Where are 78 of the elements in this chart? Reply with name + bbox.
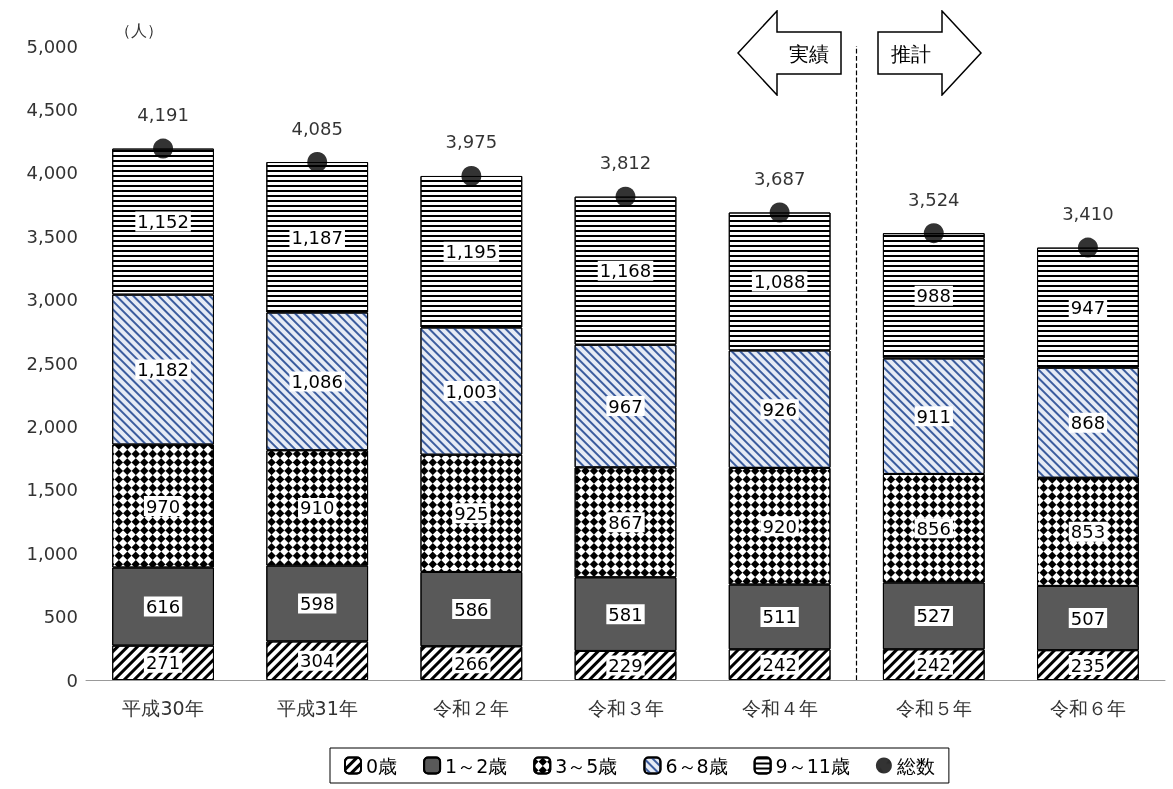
data-label: 586	[454, 598, 489, 620]
data-label: 988	[916, 285, 951, 307]
point	[1077, 237, 1098, 258]
x-tick-label: 平成30年	[122, 696, 204, 719]
data-label: 967	[608, 395, 643, 417]
point	[307, 152, 328, 173]
y-tick-label: 1,000	[26, 542, 78, 564]
x-tick-label: 平成31年	[276, 696, 358, 719]
data-label: 598	[300, 593, 335, 615]
data-label: 1,168	[599, 260, 652, 282]
data-label: 1,003	[445, 380, 498, 402]
y-tick-label: 2,000	[26, 415, 78, 437]
data-label: 3,410	[1062, 203, 1114, 225]
data-label: 507	[1070, 607, 1106, 629]
data-label: 3,687	[753, 167, 806, 189]
left-arrow-icon: 実績	[736, 10, 843, 96]
legend-label: 9～11歳	[775, 754, 850, 777]
data-label: 1,088	[753, 270, 806, 292]
data-label: 856	[916, 517, 951, 539]
data-label: 867	[608, 511, 643, 533]
data-label: 229	[608, 654, 643, 676]
data-label: 910	[300, 497, 335, 519]
right-arrow-icon: 推計	[876, 10, 983, 96]
y-tick-label: 4,500	[26, 98, 78, 120]
data-label: 926	[762, 398, 797, 420]
data-label: 947	[1070, 297, 1106, 319]
data-label: 911	[916, 405, 951, 427]
data-label: 1,195	[445, 241, 498, 263]
data-label: 304	[300, 650, 335, 672]
data-label: 242	[762, 654, 797, 676]
legend-label: 1～2歳	[445, 754, 508, 777]
legend-label: 0歳	[366, 754, 398, 777]
y-tick-label: 2,500	[26, 352, 78, 374]
y-tick-label: 5,000	[26, 35, 78, 57]
data-label: 1,152	[137, 211, 189, 233]
data-label: 616	[145, 596, 181, 618]
data-label: 266	[454, 652, 489, 674]
data-label: 581	[608, 603, 643, 625]
point	[461, 165, 482, 186]
legend-label: 6～8歳	[665, 754, 728, 777]
data-label: 4,085	[291, 117, 343, 139]
data-label: 3,975	[445, 131, 498, 153]
data-label: 511	[762, 606, 797, 628]
point	[615, 186, 636, 207]
data-label: 242	[916, 654, 951, 676]
x-tick-label: 令和６年	[1049, 696, 1126, 719]
x-tick-label: 令和５年	[895, 696, 972, 719]
y-tick-label: 1,500	[26, 479, 78, 501]
data-label: 235	[1070, 654, 1106, 676]
data-label: 271	[145, 652, 181, 674]
data-label: 925	[454, 502, 489, 524]
legend-label: 総数	[895, 754, 935, 777]
x-tick-label: 令和４年	[741, 696, 818, 719]
annotation: 推計	[890, 42, 931, 66]
data-label: 4,191	[137, 104, 189, 126]
point	[153, 138, 174, 159]
x-tick-label: 令和３年	[587, 696, 664, 719]
legend-label: 3～5歳	[555, 754, 618, 777]
y-tick-label: 3,000	[26, 289, 78, 311]
y-tick-label: 500	[43, 606, 78, 628]
x-tick-label: 令和２年	[433, 696, 510, 719]
data-label: 527	[916, 605, 951, 627]
y-tick-label: 3,500	[26, 225, 78, 247]
data-label: 920	[762, 515, 797, 537]
y-axis-title: （人）	[115, 20, 164, 40]
data-label: 1,187	[291, 226, 343, 248]
data-label: 1,086	[291, 370, 343, 392]
data-label: 1,182	[137, 359, 189, 381]
data-label: 868	[1070, 412, 1106, 434]
y-tick-label: 4,000	[26, 162, 78, 184]
point	[923, 223, 944, 244]
y-tick-label: 0	[66, 669, 78, 691]
annotation: 実績	[788, 42, 829, 66]
data-label: 3,812	[599, 152, 652, 174]
data-label: 853	[1070, 521, 1106, 543]
data-label: 970	[145, 495, 181, 517]
data-label: 3,524	[908, 188, 960, 210]
point	[769, 202, 790, 223]
